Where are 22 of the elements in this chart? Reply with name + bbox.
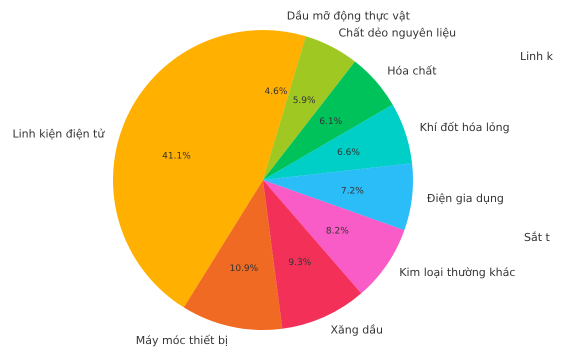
data-label: 4.6% [264, 86, 288, 97]
slice-label: Khí đốt hóa lỏng [420, 121, 510, 134]
data-label: 41.1% [162, 151, 192, 162]
slice-label: Hóa chất [387, 64, 438, 78]
pie-slice [184, 180, 282, 330]
slice-label: Kim loại thường khác [399, 266, 516, 280]
slice-label: Dầu mỡ động thực vật [286, 10, 411, 23]
data-label: 9.3% [288, 258, 312, 268]
text: Sắt t [524, 231, 551, 244]
slice-label: Máy móc thiết bị [136, 334, 228, 348]
data-label: 6.6% [337, 148, 360, 158]
pie-slice [263, 104, 412, 180]
data-label: 7.2% [340, 186, 364, 196]
text: Linh k [520, 50, 554, 63]
data-label: 5.9% [292, 96, 316, 106]
data-label: 8.2% [326, 226, 350, 237]
slice-label: Xăng dầu [330, 324, 383, 337]
slice-label: Điện gia dụng [426, 192, 504, 205]
slice-label: Linh kiện điện tử [12, 128, 106, 141]
slice-label: Chất dẻo nguyên liệu [338, 26, 456, 40]
data-label: 10.9% [230, 264, 259, 274]
data-label: 6.1% [319, 116, 343, 127]
